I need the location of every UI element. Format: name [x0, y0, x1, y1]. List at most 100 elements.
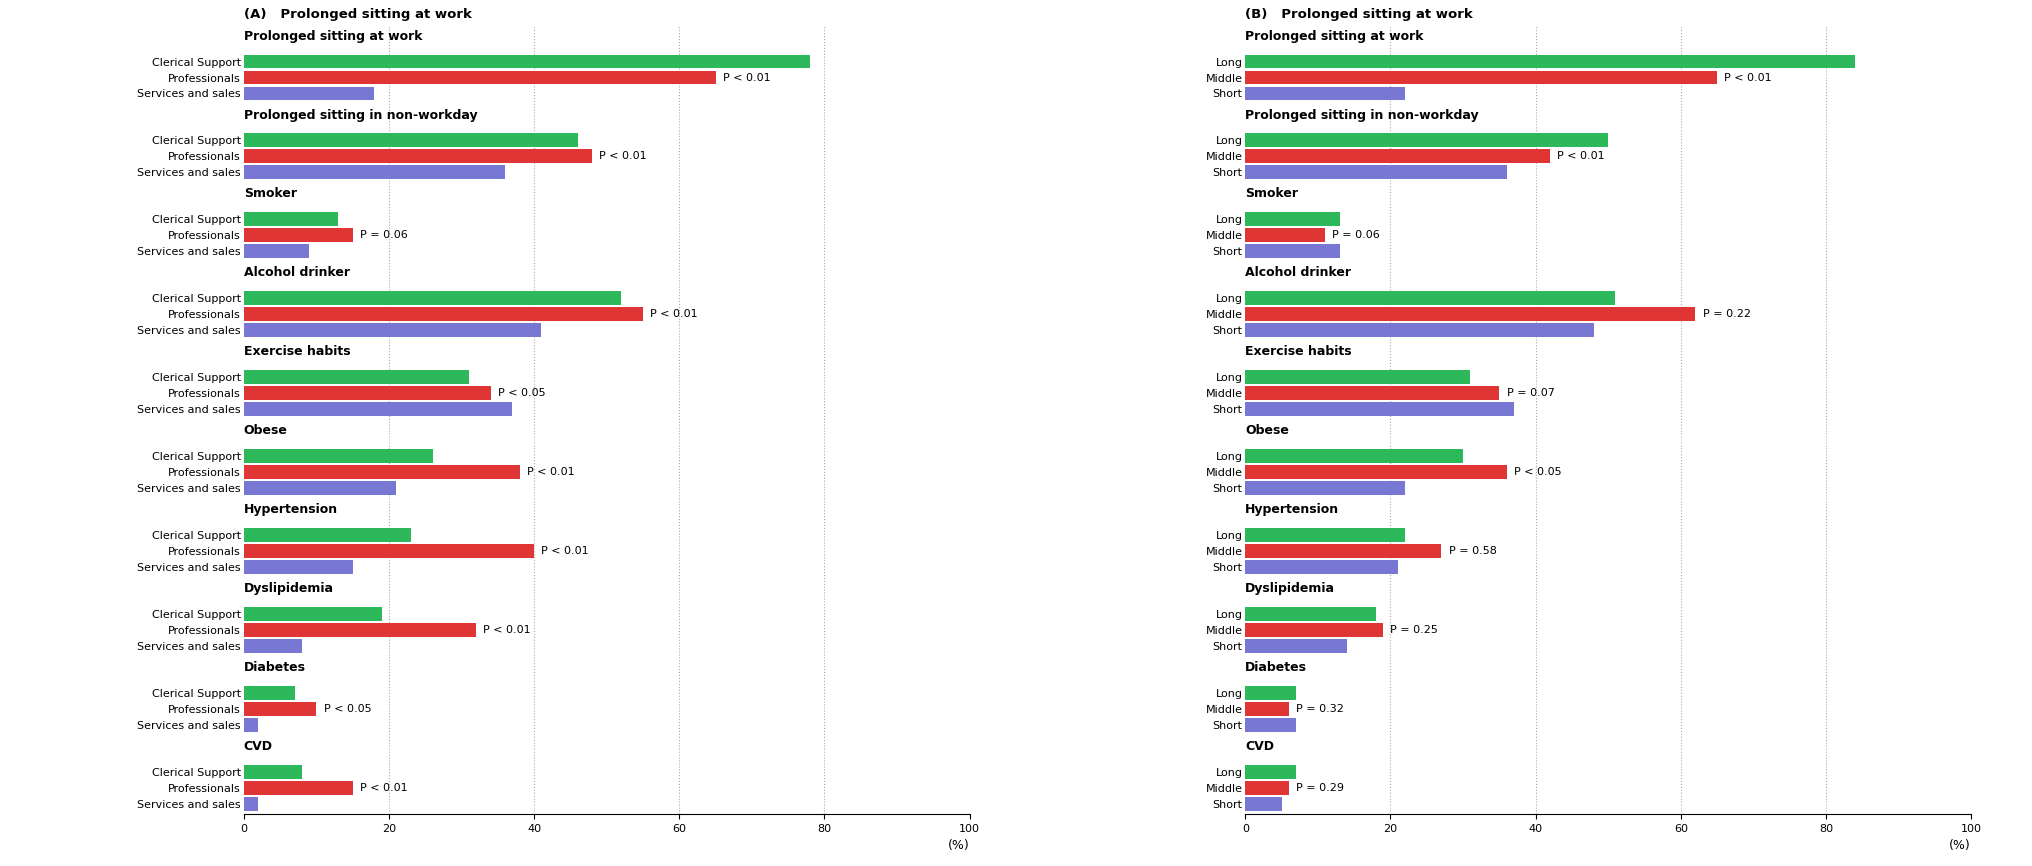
Text: P = 0.32: P = 0.32	[1296, 704, 1343, 714]
Bar	[1246, 150, 1550, 164]
Bar	[244, 797, 258, 811]
Text: Alcohol drinker: Alcohol drinker	[244, 267, 350, 280]
Bar	[244, 765, 303, 779]
Bar	[244, 402, 512, 417]
Bar	[1246, 165, 1506, 179]
Text: P < 0.01: P < 0.01	[650, 309, 697, 320]
Bar	[244, 133, 577, 147]
Bar	[1246, 781, 1288, 795]
Text: P < 0.05: P < 0.05	[498, 388, 545, 398]
Bar	[244, 371, 469, 385]
Text: Prolonged sitting at work: Prolonged sitting at work	[244, 29, 423, 42]
X-axis label: (%): (%)	[947, 839, 969, 852]
Text: Prolonged sitting in non-workday: Prolonged sitting in non-workday	[244, 108, 478, 121]
Text: Obese: Obese	[244, 424, 289, 437]
Bar	[1246, 386, 1500, 400]
Text: P < 0.01: P < 0.01	[1557, 152, 1605, 161]
Bar	[1246, 371, 1471, 385]
Bar	[244, 544, 534, 558]
Bar	[244, 55, 811, 68]
Text: Hypertension: Hypertension	[1246, 503, 1339, 516]
Bar	[1246, 465, 1506, 479]
Bar	[244, 291, 622, 306]
Text: Dyslipidemia: Dyslipidemia	[1246, 582, 1335, 595]
Text: Alcohol drinker: Alcohol drinker	[1246, 267, 1351, 280]
Text: (B)   Prolonged sitting at work: (B) Prolonged sitting at work	[1246, 8, 1473, 21]
Text: P = 0.25: P = 0.25	[1390, 625, 1439, 635]
Bar	[1246, 323, 1593, 337]
Bar	[1246, 639, 1347, 653]
Text: Hypertension: Hypertension	[244, 503, 337, 516]
Bar	[1246, 623, 1384, 637]
Bar	[244, 150, 591, 164]
Text: P < 0.01: P < 0.01	[1725, 73, 1772, 82]
Text: P = 0.06: P = 0.06	[1333, 230, 1380, 241]
Bar	[1246, 702, 1288, 716]
Text: Diabetes: Diabetes	[244, 661, 307, 674]
Bar	[1246, 544, 1441, 558]
Bar	[244, 481, 396, 495]
Text: P < 0.01: P < 0.01	[723, 73, 770, 82]
Bar	[1246, 686, 1296, 700]
Bar	[244, 70, 715, 85]
Text: Obese: Obese	[1246, 424, 1288, 437]
Text: (A)   Prolonged sitting at work: (A) Prolonged sitting at work	[244, 8, 471, 21]
Bar	[1246, 55, 1855, 68]
Bar	[1246, 402, 1514, 417]
Bar	[1246, 718, 1296, 732]
Text: Exercise habits: Exercise habits	[1246, 346, 1351, 359]
Text: Exercise habits: Exercise habits	[244, 346, 350, 359]
Bar	[244, 702, 317, 716]
Text: P = 0.29: P = 0.29	[1296, 783, 1343, 793]
Bar	[244, 229, 354, 242]
Text: CVD: CVD	[244, 740, 272, 753]
Bar	[244, 449, 433, 463]
Text: P = 0.07: P = 0.07	[1506, 388, 1554, 398]
Bar	[1246, 528, 1404, 542]
Bar	[1246, 133, 1607, 147]
Bar	[1246, 481, 1404, 495]
Text: P < 0.01: P < 0.01	[599, 152, 646, 161]
Text: Prolonged sitting at work: Prolonged sitting at work	[1246, 29, 1424, 42]
Bar	[244, 560, 354, 574]
Bar	[1246, 244, 1339, 258]
Bar	[244, 639, 303, 653]
Text: P < 0.05: P < 0.05	[1514, 467, 1561, 477]
Text: Diabetes: Diabetes	[1246, 661, 1307, 674]
Bar	[1246, 212, 1339, 226]
Bar	[1246, 449, 1463, 463]
Text: P < 0.01: P < 0.01	[541, 546, 589, 556]
Bar	[1246, 229, 1325, 242]
X-axis label: (%): (%)	[1949, 839, 1971, 852]
Text: P = 0.58: P = 0.58	[1449, 546, 1496, 556]
Text: Smoker: Smoker	[244, 188, 297, 201]
Bar	[244, 212, 337, 226]
Bar	[244, 607, 382, 621]
Bar	[244, 323, 541, 337]
Text: Smoker: Smoker	[1246, 188, 1298, 201]
Bar	[1246, 70, 1717, 85]
Bar	[244, 244, 309, 258]
Text: P < 0.05: P < 0.05	[323, 704, 372, 714]
Bar	[244, 623, 475, 637]
Text: P < 0.01: P < 0.01	[360, 783, 408, 793]
Text: Dyslipidemia: Dyslipidemia	[244, 582, 333, 595]
Bar	[1246, 87, 1404, 100]
Bar	[244, 686, 295, 700]
Bar	[1246, 560, 1398, 574]
Text: P < 0.01: P < 0.01	[526, 467, 575, 477]
Text: P = 0.06: P = 0.06	[360, 230, 408, 241]
Bar	[244, 87, 374, 100]
Text: P < 0.01: P < 0.01	[484, 625, 530, 635]
Bar	[1246, 765, 1296, 779]
Text: CVD: CVD	[1246, 740, 1274, 753]
Bar	[1246, 307, 1695, 321]
Bar	[1246, 797, 1282, 811]
Text: P = 0.22: P = 0.22	[1703, 309, 1750, 320]
Bar	[244, 165, 506, 179]
Bar	[244, 386, 490, 400]
Bar	[1246, 607, 1376, 621]
Bar	[244, 528, 410, 542]
Bar	[1246, 291, 1615, 306]
Text: Prolonged sitting in non-workday: Prolonged sitting in non-workday	[1246, 108, 1479, 121]
